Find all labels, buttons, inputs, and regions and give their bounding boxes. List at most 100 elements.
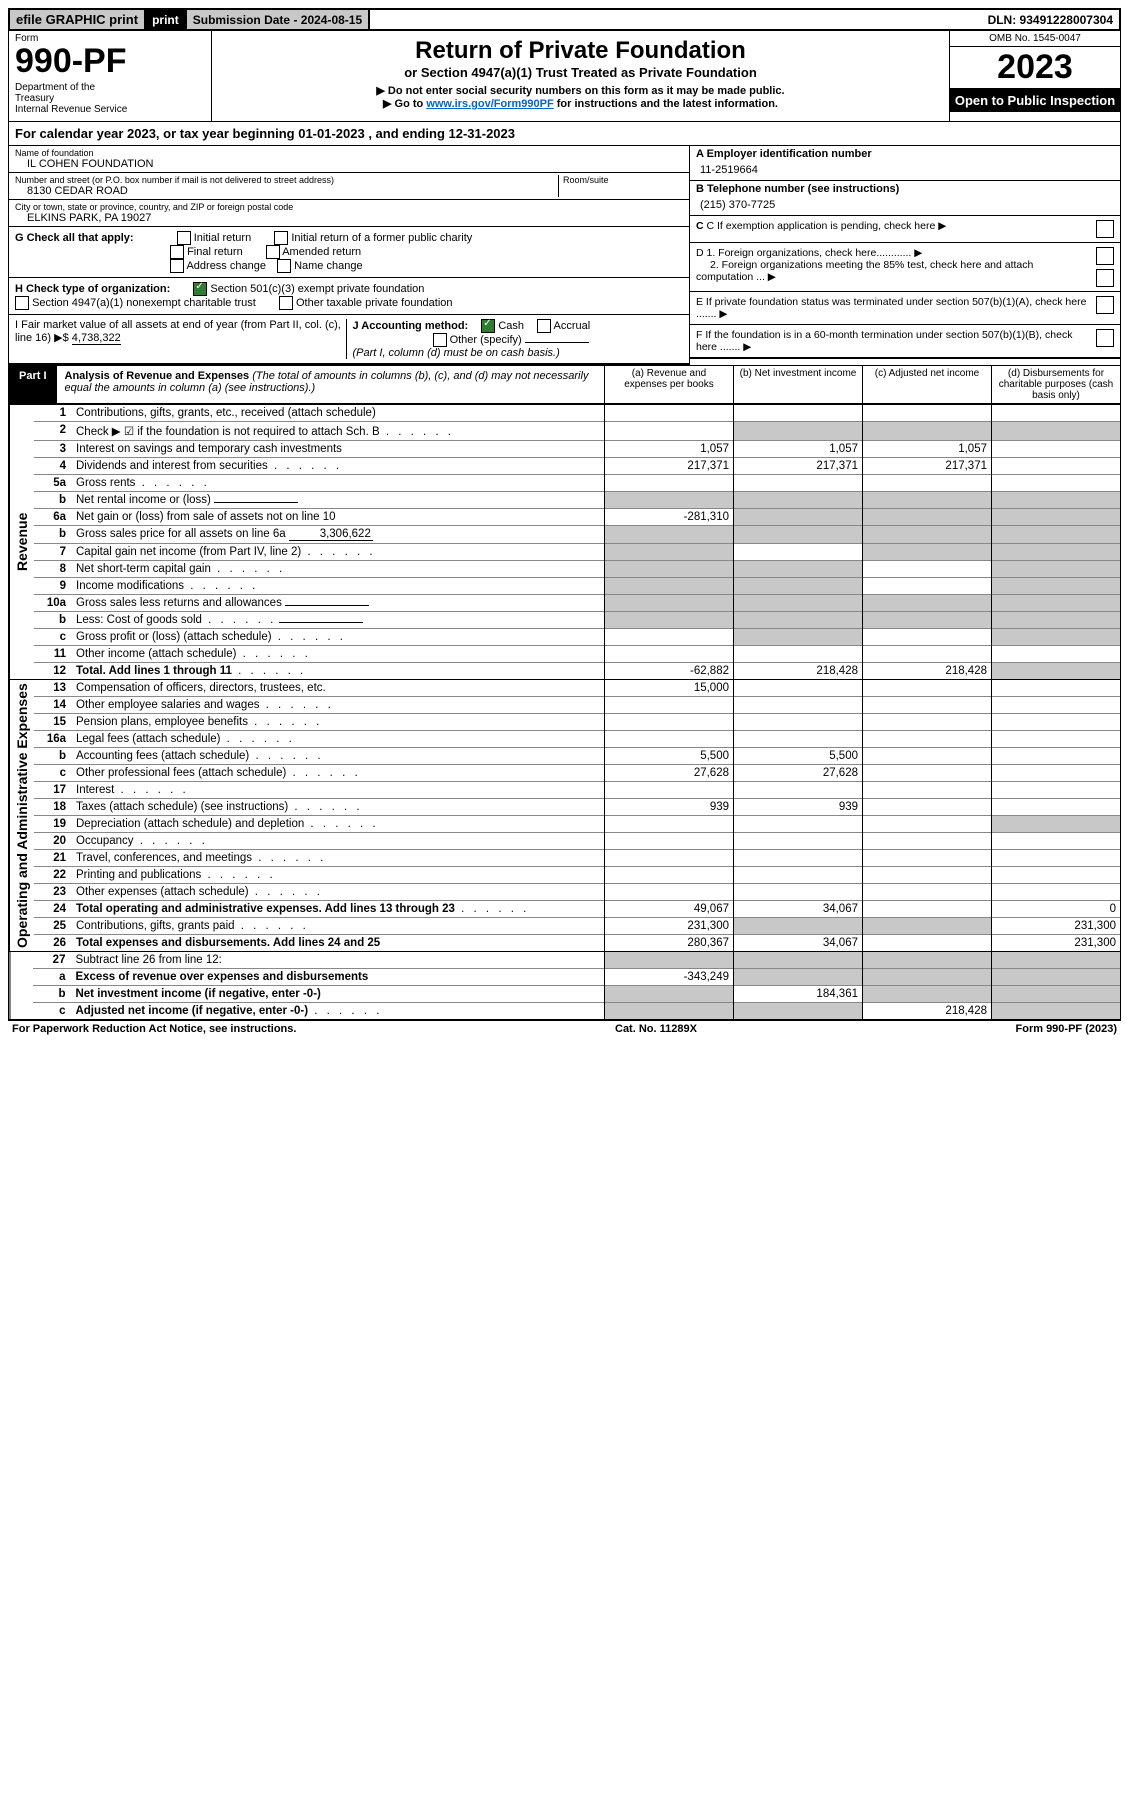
chk-name-change[interactable] bbox=[277, 259, 291, 273]
chk-c[interactable] bbox=[1096, 220, 1114, 238]
footer-left: For Paperwork Reduction Act Notice, see … bbox=[12, 1023, 296, 1035]
col-d-head: (d) Disbursements for charitable purpose… bbox=[991, 366, 1120, 403]
form-number: 990-PF bbox=[15, 44, 205, 78]
revenue-side-label: Revenue bbox=[9, 405, 34, 679]
line-row: 7Capital gain net income (from Part IV, … bbox=[34, 544, 1120, 561]
chk-final[interactable] bbox=[170, 245, 184, 259]
line-row: 8Net short-term capital gain . . . . . . bbox=[34, 561, 1120, 578]
line-row: cGross profit or (loss) (attach schedule… bbox=[34, 629, 1120, 646]
f-label: F If the foundation is in a 60-month ter… bbox=[696, 329, 1072, 353]
net-section: 27Subtract line 26 from line 12:aExcess … bbox=[8, 952, 1121, 1020]
room-label: Room/suite bbox=[563, 175, 683, 185]
form-subtitle: or Section 4947(a)(1) Trust Treated as P… bbox=[222, 65, 939, 80]
form-title: Return of Private Foundation bbox=[222, 37, 939, 65]
line-row: 13Compensation of officers, directors, t… bbox=[34, 680, 1120, 697]
section-j: J Accounting method: Cash Accrual Other … bbox=[346, 319, 684, 359]
line-row: 24Total operating and administrative exp… bbox=[34, 901, 1120, 918]
revenue-section: Revenue 1Contributions, gifts, grants, e… bbox=[8, 405, 1121, 680]
info-grid: Name of foundation IL COHEN FOUNDATION N… bbox=[8, 146, 1121, 365]
chk-initial[interactable] bbox=[177, 231, 191, 245]
line-row: 22Printing and publications . . . . . . bbox=[34, 867, 1120, 884]
j-note: (Part I, column (d) must be on cash basi… bbox=[353, 347, 560, 359]
name-label: Name of foundation bbox=[15, 148, 683, 158]
chk-initial-former[interactable] bbox=[274, 231, 288, 245]
goto-line: ▶ Go to www.irs.gov/Form990PF for instru… bbox=[222, 97, 939, 110]
section-h: H Check type of organization: Section 50… bbox=[9, 278, 689, 315]
chk-other-tax[interactable] bbox=[279, 296, 293, 310]
i-label: I Fair market value of all assets at end… bbox=[15, 319, 341, 344]
line-row: 10aGross sales less returns and allowanc… bbox=[34, 595, 1120, 612]
line-row: 26Total expenses and disbursements. Add … bbox=[34, 935, 1120, 952]
chk-amended[interactable] bbox=[266, 245, 280, 259]
chk-501c3[interactable] bbox=[193, 282, 207, 296]
col-c-head: (c) Adjusted net income bbox=[862, 366, 991, 403]
chk-accrual[interactable] bbox=[537, 319, 551, 333]
chk-addr-change[interactable] bbox=[170, 259, 184, 273]
line-row: 4Dividends and interest from securities … bbox=[34, 458, 1120, 475]
col-a-head: (a) Revenue and expenses per books bbox=[604, 366, 733, 403]
tax-year: 2023 bbox=[950, 47, 1120, 89]
chk-d1[interactable] bbox=[1096, 247, 1114, 265]
h-label: H Check type of organization: bbox=[15, 283, 170, 295]
col-b-head: (b) Net investment income bbox=[733, 366, 862, 403]
line-row: 11Other income (attach schedule) . . . .… bbox=[34, 646, 1120, 663]
ein-label: A Employer identification number bbox=[696, 148, 872, 160]
part1-label: Part I bbox=[9, 366, 57, 403]
line-row: 27Subtract line 26 from line 12: bbox=[33, 952, 1120, 969]
fmv-value: 4,738,322 bbox=[72, 332, 121, 345]
d1-label: D 1. Foreign organizations, check here..… bbox=[696, 247, 911, 259]
chk-e[interactable] bbox=[1096, 296, 1114, 314]
line-row: 14Other employee salaries and wages . . … bbox=[34, 697, 1120, 714]
footer-right: Form 990-PF (2023) bbox=[1016, 1023, 1118, 1035]
dln-label: DLN: 93491228007304 bbox=[982, 10, 1119, 29]
line-row: 5aGross rents . . . . . . bbox=[34, 475, 1120, 492]
net-side-spacer bbox=[9, 952, 33, 1019]
net-table: 27Subtract line 26 from line 12:aExcess … bbox=[33, 952, 1120, 1019]
footer-mid: Cat. No. 11289X bbox=[615, 1023, 697, 1035]
line-row: 23Other expenses (attach schedule) . . .… bbox=[34, 884, 1120, 901]
line-row: cAdjusted net income (if negative, enter… bbox=[33, 1003, 1120, 1020]
g-label: G Check all that apply: bbox=[15, 232, 134, 244]
chk-other-acct[interactable] bbox=[433, 333, 447, 347]
calendar-year-row: For calendar year 2023, or tax year begi… bbox=[8, 122, 1121, 146]
expenses-side-label: Operating and Administrative Expenses bbox=[9, 680, 34, 951]
line-row: bGross sales price for all assets on lin… bbox=[34, 526, 1120, 544]
irs-link[interactable]: www.irs.gov/Form990PF bbox=[426, 98, 553, 110]
line-row: 9Income modifications . . . . . . bbox=[34, 578, 1120, 595]
submission-date: Submission Date - 2024-08-15 bbox=[187, 10, 370, 29]
section-g: G Check all that apply: Initial return I… bbox=[9, 227, 689, 278]
j-label: J Accounting method: bbox=[353, 320, 469, 332]
d2-label: 2. Foreign organizations meeting the 85%… bbox=[696, 259, 1033, 283]
ssn-warning: ▶ Do not enter social security numbers o… bbox=[222, 84, 939, 97]
street-address: 8130 CEDAR ROAD bbox=[15, 185, 558, 197]
line-row: 17Interest . . . . . . bbox=[34, 782, 1120, 799]
line-row: 15Pension plans, employee benefits . . .… bbox=[34, 714, 1120, 731]
ein-value: 11-2519664 bbox=[696, 160, 1114, 178]
goto-post: for instructions and the latest informat… bbox=[554, 98, 778, 110]
chk-4947[interactable] bbox=[15, 296, 29, 310]
line-row: 6aNet gain or (loss) from sale of assets… bbox=[34, 509, 1120, 526]
line-row: 20Occupancy . . . . . . bbox=[34, 833, 1120, 850]
foundation-name: IL COHEN FOUNDATION bbox=[15, 158, 683, 170]
chk-f[interactable] bbox=[1096, 329, 1114, 347]
line-row: 18Taxes (attach schedule) (see instructi… bbox=[34, 799, 1120, 816]
chk-cash[interactable] bbox=[481, 319, 495, 333]
section-i: I Fair market value of all assets at end… bbox=[15, 319, 346, 359]
c-label: C If exemption application is pending, c… bbox=[707, 220, 936, 232]
city-value: ELKINS PARK, PA 19027 bbox=[15, 212, 683, 224]
line-row: bLess: Cost of goods sold . . . . . . bbox=[34, 612, 1120, 629]
line-row: 3Interest on savings and temporary cash … bbox=[34, 441, 1120, 458]
line-row: bAccounting fees (attach schedule) . . .… bbox=[34, 748, 1120, 765]
revenue-table: 1Contributions, gifts, grants, etc., rec… bbox=[34, 405, 1120, 679]
line-row: 19Depreciation (attach schedule) and dep… bbox=[34, 816, 1120, 833]
chk-d2[interactable] bbox=[1096, 269, 1114, 287]
open-inspection: Open to Public Inspection bbox=[950, 89, 1120, 112]
page-footer: For Paperwork Reduction Act Notice, see … bbox=[8, 1020, 1121, 1037]
expenses-section: Operating and Administrative Expenses 13… bbox=[8, 680, 1121, 952]
top-bar: efile GRAPHIC print print Submission Dat… bbox=[8, 8, 1121, 31]
line-row: 25Contributions, gifts, grants paid . . … bbox=[34, 918, 1120, 935]
part1-header: Part I Analysis of Revenue and Expenses … bbox=[8, 365, 1121, 405]
print-button[interactable]: print bbox=[146, 10, 187, 29]
dept-label: Department of theTreasuryInternal Revenu… bbox=[15, 82, 205, 115]
e-label: E If private foundation status was termi… bbox=[696, 296, 1086, 320]
